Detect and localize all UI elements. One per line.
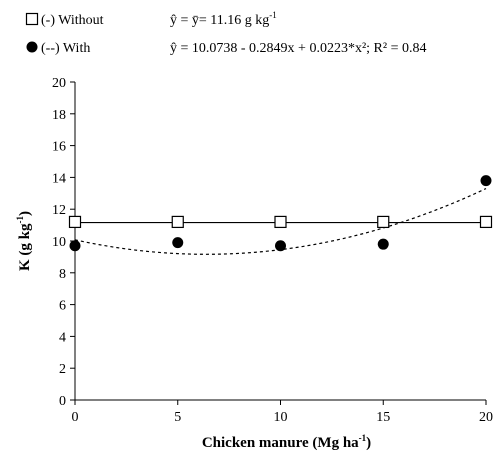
equation-without: ŷ = ȳ= 11.16 g kg-1: [170, 10, 277, 28]
y-tick-label: 16: [52, 140, 66, 155]
y-tick-label: 0: [59, 394, 66, 409]
axis-titles: Chicken manure (Mg ha-1) K (g kg-1): [15, 211, 371, 451]
legend-label-with: (--) With: [41, 41, 90, 56]
point-without: [479, 215, 493, 229]
x-axis-title: Chicken manure (Mg ha-1): [202, 433, 371, 451]
y-tick-label: 8: [59, 267, 66, 282]
y-axis-title: K (g kg-1): [15, 211, 33, 271]
data-points: [68, 175, 493, 252]
y-tick-label: 18: [52, 108, 66, 123]
x-tick-label: 5: [174, 410, 181, 425]
point-without: [68, 215, 82, 229]
y-tick-label: 4: [59, 330, 66, 345]
point-with: [377, 238, 389, 250]
point-without: [274, 215, 287, 229]
legend-marker-with: [26, 41, 38, 53]
x-tick-label: 20: [479, 410, 493, 425]
y-tick-label: 14: [52, 171, 66, 186]
point-without: [377, 215, 390, 229]
legend-marker-without: [25, 12, 39, 26]
legend-label-without: (-) Without: [41, 13, 104, 28]
point-without: [171, 215, 184, 229]
x-tick-label: 10: [274, 410, 288, 425]
y-tick-label: 6: [59, 299, 66, 314]
point-with: [172, 237, 184, 249]
axes: 0 2 4 6 8 10 12 14 16 18 20 0 5 10 15 20: [52, 76, 493, 425]
y-tick-label: 2: [59, 362, 66, 377]
y-tick-label: 10: [52, 235, 66, 250]
y-tick-label: 12: [52, 203, 66, 218]
x-tick-label: 0: [72, 410, 79, 425]
legend: (-) Without ŷ = ȳ= 11.16 g kg-1 (--) With ŷ…: [25, 10, 426, 56]
point-with: [275, 240, 286, 252]
x-tick-label: 15: [376, 410, 390, 425]
equation-with: ŷ = 10.0738 - 0.2849x + 0.0223*x²; R² = …: [170, 41, 426, 56]
y-tick-label: 20: [52, 76, 66, 91]
point-with: [480, 175, 492, 187]
point-with: [69, 240, 81, 252]
